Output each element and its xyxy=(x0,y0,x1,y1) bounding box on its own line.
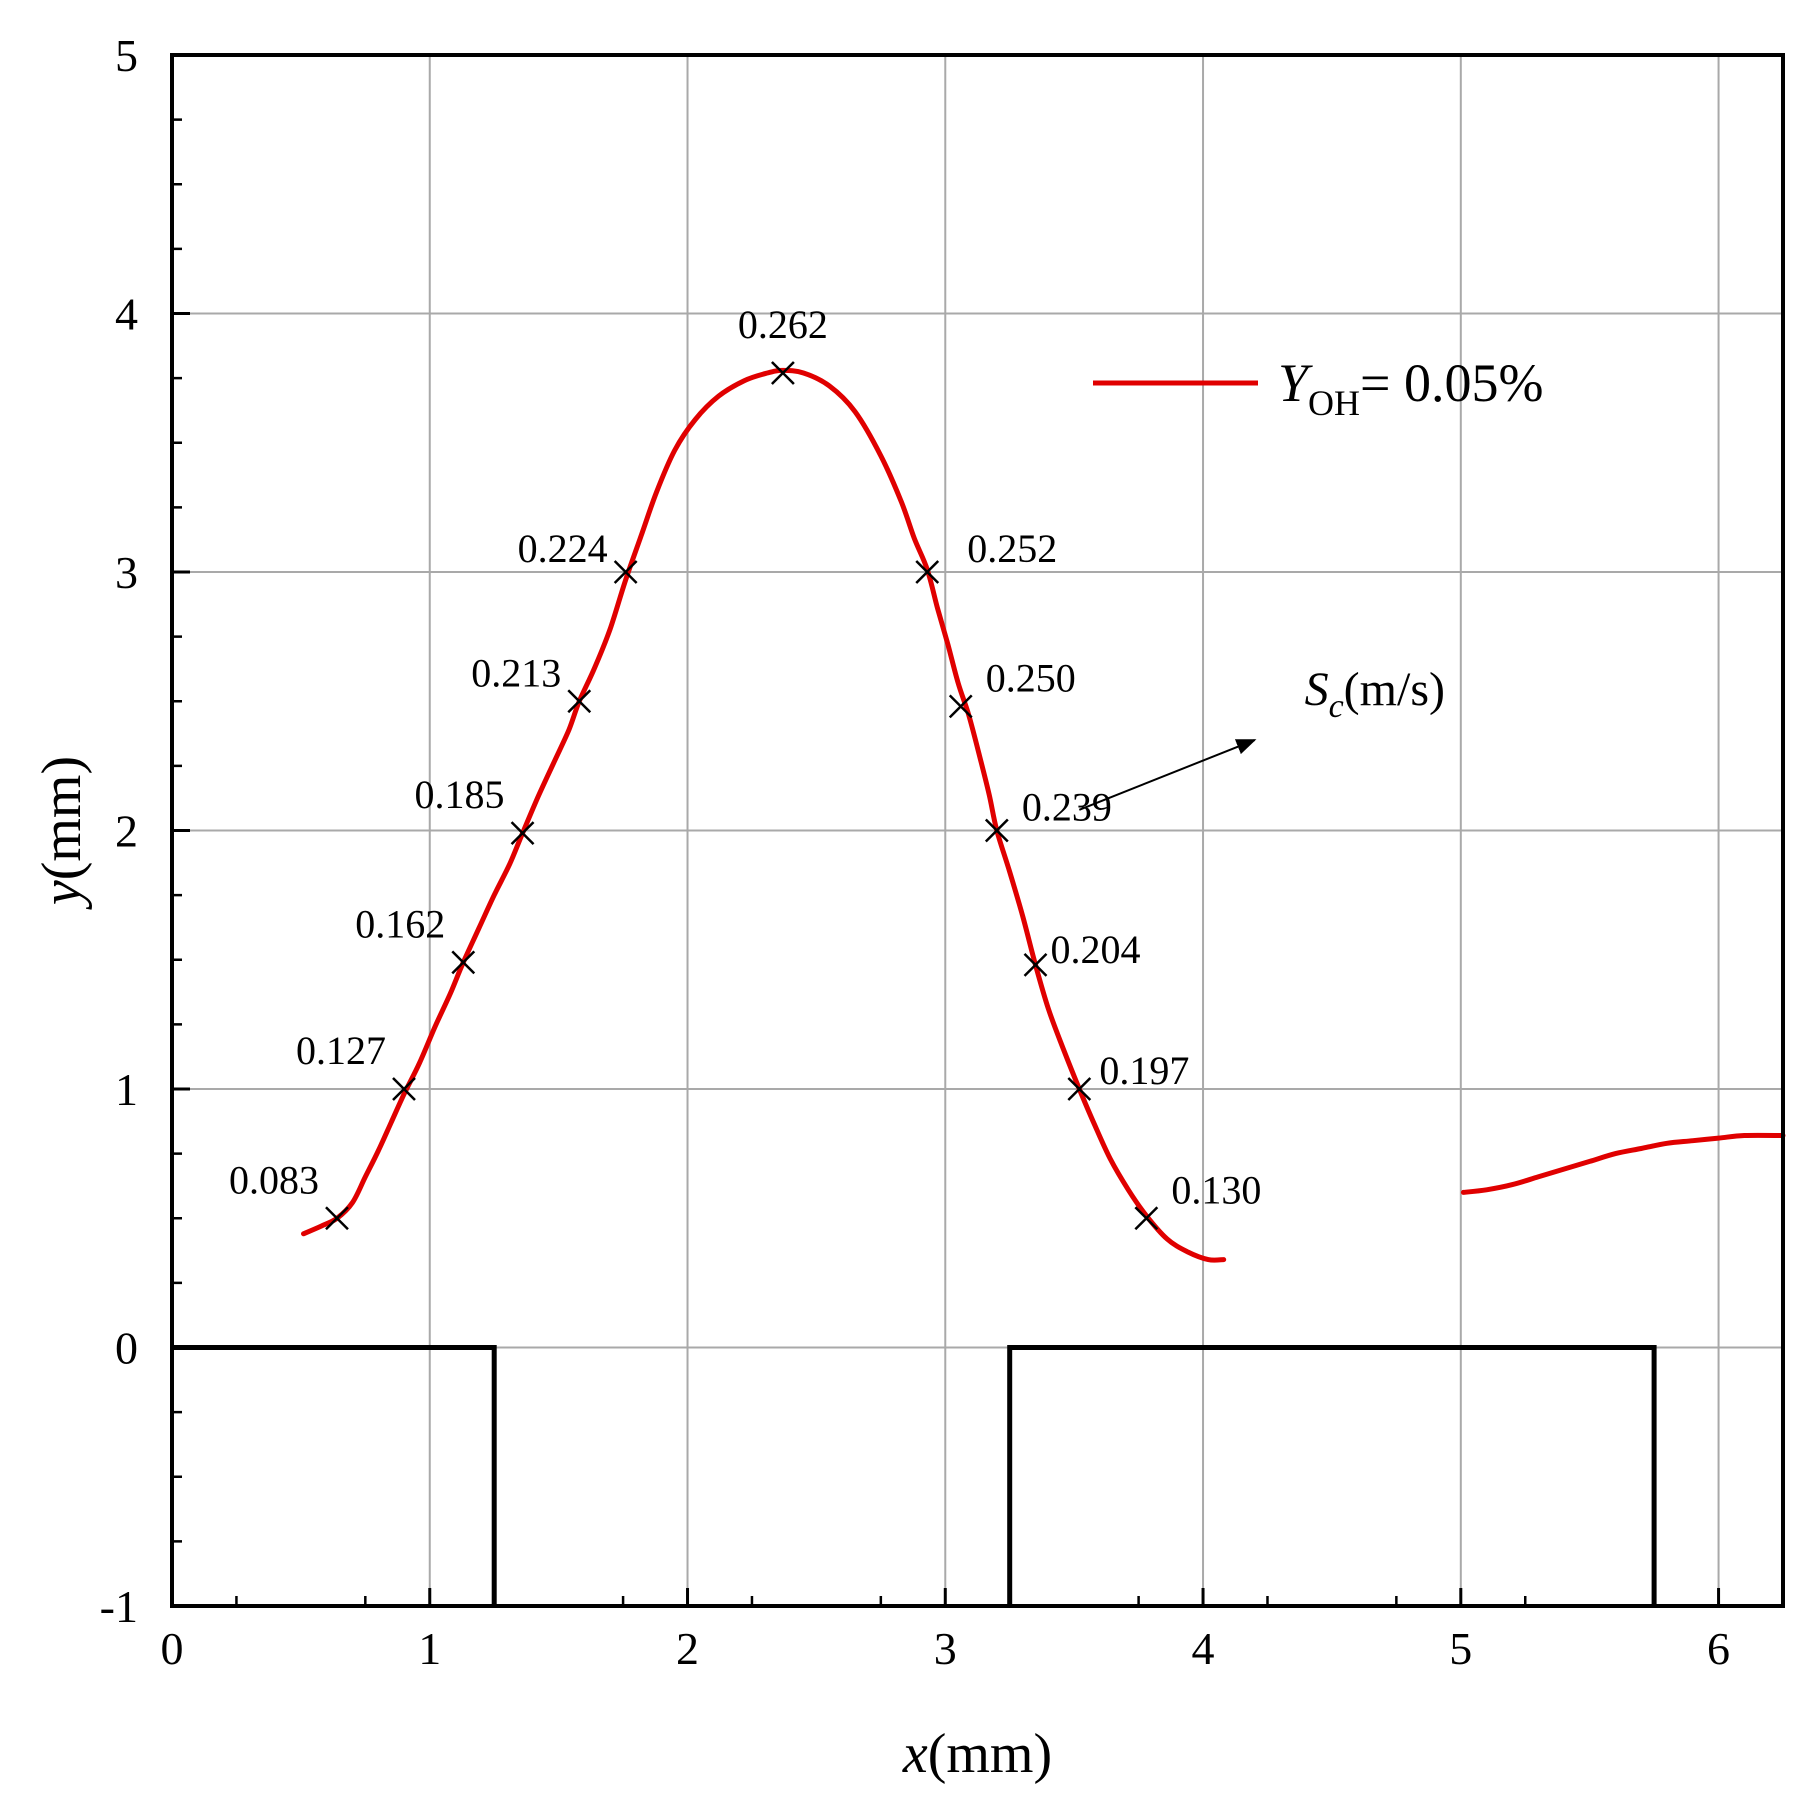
data-label: 0.204 xyxy=(1050,927,1140,972)
data-labels: 0.083 0.127 0.162 0.185 0.213 0.224 0.262 0.252… xyxy=(229,302,1261,1212)
data-point-marker xyxy=(984,818,1009,843)
legend: YOH= 0.05% xyxy=(1093,353,1543,423)
data-markers xyxy=(325,361,1159,1231)
series-lines xyxy=(301,367,1786,1263)
grid xyxy=(172,55,1783,1606)
data-label: 0.185 xyxy=(415,772,505,817)
y-tick-label: 1 xyxy=(115,1064,138,1115)
geometry-outline xyxy=(172,1345,1657,1606)
marker-stroke xyxy=(613,560,638,584)
marker-stroke xyxy=(1067,1077,1092,1101)
data-label: 0.127 xyxy=(296,1028,386,1073)
annotation: Sc(m/s) xyxy=(1078,663,1445,811)
geometry-outline-segment xyxy=(1007,1345,1657,1606)
data-point-marker xyxy=(1134,1206,1159,1231)
x-tick-label: 1 xyxy=(418,1623,441,1674)
marker-stroke xyxy=(510,821,535,845)
data-point-marker xyxy=(771,361,795,385)
marker-stroke xyxy=(771,361,795,385)
x-tick-label: 4 xyxy=(1192,1623,1215,1674)
y-tick-label: 4 xyxy=(115,289,138,340)
marker-stroke xyxy=(948,694,973,719)
data-point-marker xyxy=(613,560,638,584)
x-tick-label: 5 xyxy=(1449,1623,1472,1674)
annotation-arrow xyxy=(1078,739,1257,811)
x-tick-label: 6 xyxy=(1707,1623,1730,1674)
legend-label: YOH= 0.05% xyxy=(1278,353,1543,423)
marker-stroke xyxy=(451,950,476,975)
data-label: 0.239 xyxy=(1022,785,1112,830)
marker-stroke xyxy=(984,818,1009,843)
marker-stroke xyxy=(567,689,592,714)
marker-stroke xyxy=(392,1077,416,1101)
x-tick-label: 2 xyxy=(676,1623,699,1674)
data-label: 0.250 xyxy=(986,655,1076,700)
y-tick-label: 0 xyxy=(115,1323,138,1374)
data-label: 0.083 xyxy=(229,1157,319,1202)
series-line-yoh xyxy=(301,367,1227,1263)
data-point-marker xyxy=(948,694,973,719)
y-tick-label: 5 xyxy=(115,30,138,81)
x-tick-label: 3 xyxy=(934,1623,957,1674)
data-label: 0.197 xyxy=(1099,1048,1189,1093)
data-label: 0.252 xyxy=(967,526,1057,571)
series-line-yoh xyxy=(1460,1132,1786,1195)
marker-stroke xyxy=(1023,953,1048,977)
data-label: 0.213 xyxy=(471,650,561,695)
y-tick-label: 3 xyxy=(115,547,138,598)
x-tick-label: 0 xyxy=(161,1623,184,1674)
data-label: 0.224 xyxy=(518,526,608,571)
marker-stroke xyxy=(915,560,940,584)
marker-stroke xyxy=(1134,1206,1159,1231)
y-axis-title: y(mm) xyxy=(31,756,93,910)
y-tick-label: -1 xyxy=(100,1581,138,1632)
axes: 0 1 2 3 4 5 6 -1 0 1 2 3 4 5 x(mm) y(mm) xyxy=(31,30,1785,1785)
data-label: 0.130 xyxy=(1171,1167,1261,1212)
geometry-outline-segment xyxy=(172,1345,497,1606)
y-tick-label: 2 xyxy=(115,806,138,857)
data-point-marker xyxy=(510,821,535,845)
data-label: 0.162 xyxy=(355,901,445,946)
data-point-marker xyxy=(451,950,476,975)
marker-stroke xyxy=(325,1206,349,1231)
data-point-marker xyxy=(567,689,592,714)
data-label: 0.262 xyxy=(738,302,828,347)
data-point-marker xyxy=(915,560,940,584)
data-point-marker xyxy=(1023,953,1048,977)
data-point-marker xyxy=(1067,1077,1092,1101)
x-axis-title: x(mm) xyxy=(902,1723,1052,1785)
data-point-marker xyxy=(325,1206,349,1231)
data-point-marker xyxy=(392,1077,416,1101)
annotation-label: Sc(m/s) xyxy=(1305,663,1445,725)
